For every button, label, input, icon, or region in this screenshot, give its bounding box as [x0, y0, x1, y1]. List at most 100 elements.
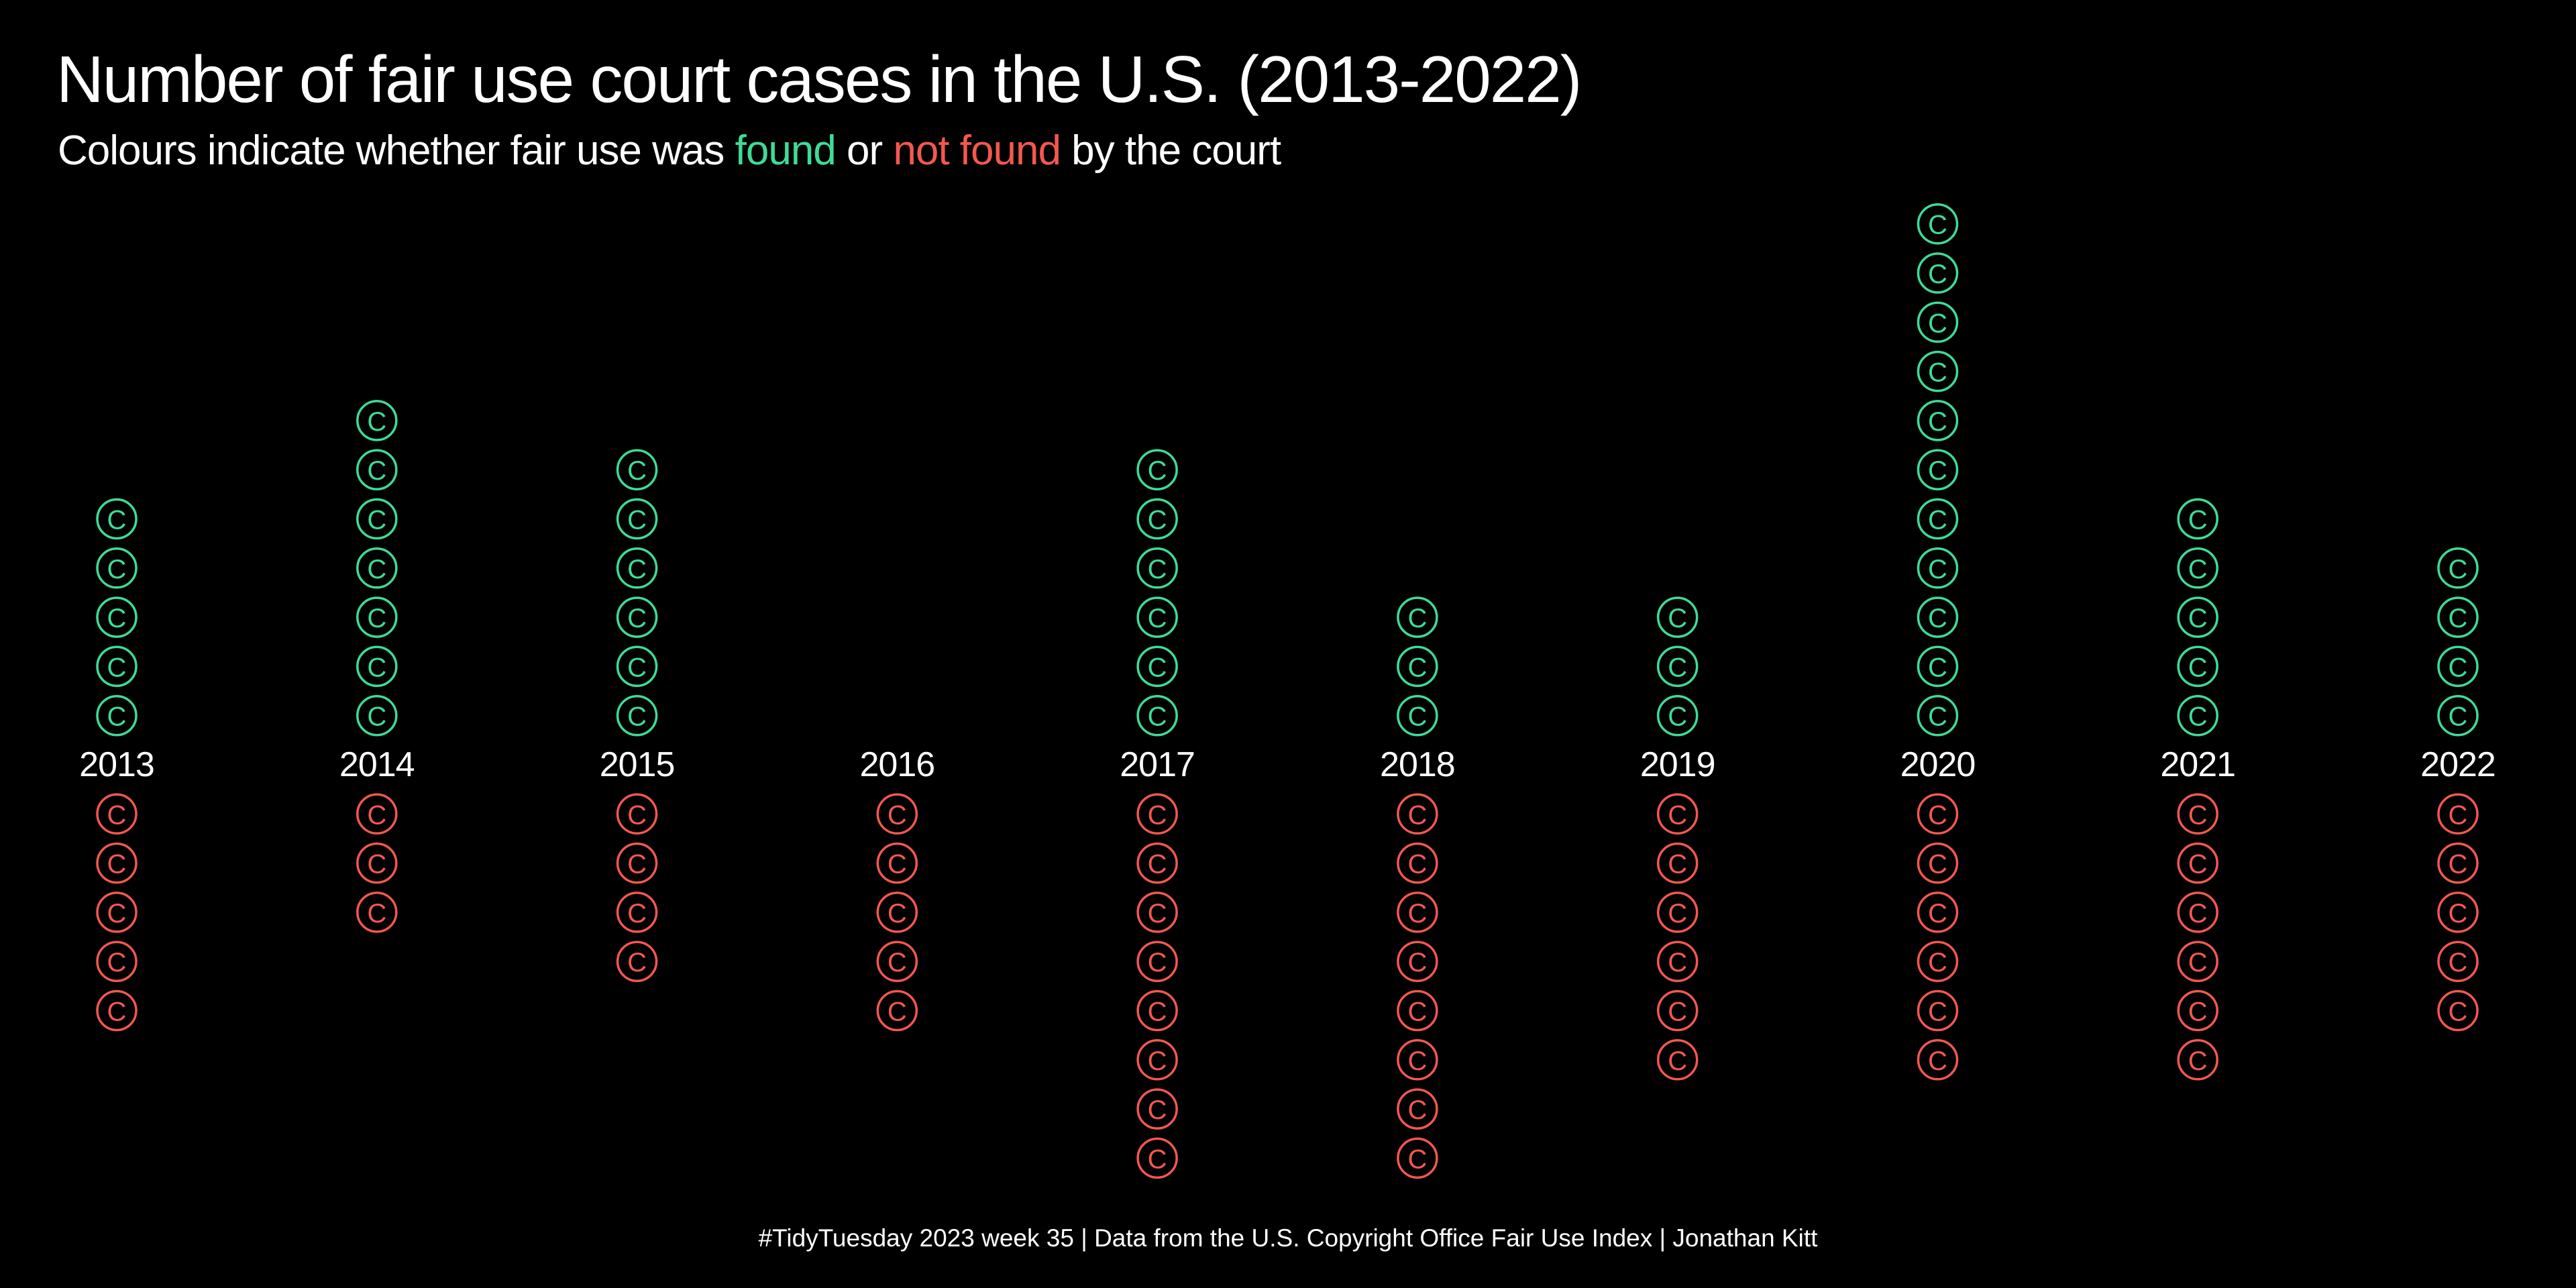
copyright-icon: [616, 941, 658, 982]
copyright-icon: [616, 498, 658, 540]
copyright-icon: [1397, 892, 1438, 933]
copyright-mark-found-2019-3: C: [1656, 596, 1699, 638]
copyright-icon: [356, 596, 398, 638]
copyright-letter: C: [1407, 899, 1427, 928]
copyright-mark-not-found-2022-3: C: [2437, 892, 2479, 933]
copyright-letter: C: [627, 604, 647, 633]
copyright-letter: C: [1407, 1046, 1427, 1076]
copyright-letter: C: [627, 506, 647, 535]
copyright-mark-found-2018-3: C: [1397, 596, 1438, 638]
copyright-mark-not-found-2018-4: C: [1397, 941, 1438, 982]
copyright-mark-found-2013-1: C: [96, 694, 138, 737]
copyright-mark-found-2015-4: C: [616, 547, 658, 589]
copyright-mark-not-found-2017-3: C: [1136, 892, 1178, 933]
copyright-letter: C: [2449, 899, 2468, 928]
subtitle-or: or: [835, 127, 894, 174]
copyright-letter: C: [2188, 506, 2208, 535]
copyright-letter: C: [107, 850, 127, 879]
copyright-icon: [1917, 842, 1959, 884]
copyright-mark-not-found-2019-5: C: [1656, 989, 1699, 1032]
copyright-letter: C: [888, 850, 907, 879]
copyright-letter: C: [1668, 800, 1687, 830]
copyright-letter: C: [2188, 604, 2208, 633]
copyright-mark-not-found-2017-8: C: [1136, 1137, 1178, 1179]
copyright-mark-not-found-2016-3: C: [876, 892, 918, 933]
copyright-letter: C: [2449, 702, 2468, 732]
copyright-icon: [1656, 793, 1699, 835]
copyright-letter: C: [367, 800, 386, 830]
copyright-letter: C: [2188, 998, 2208, 1027]
copyright-icon: [616, 892, 658, 933]
copyright-letter: C: [1407, 998, 1427, 1027]
copyright-mark-found-2021-3: C: [2177, 596, 2218, 638]
copyright-icon: [1656, 892, 1699, 933]
copyright-mark-not-found-2020-3: C: [1917, 892, 1959, 933]
copyright-letter: C: [1928, 653, 1947, 682]
copyright-icon: [96, 498, 138, 540]
copyright-mark-not-found-2014-3: C: [356, 892, 398, 933]
copyright-icon: [96, 892, 138, 933]
copyright-mark-found-2014-5: C: [356, 498, 398, 540]
year-label-2015: 2015: [600, 745, 675, 784]
copyright-mark-not-found-2021-2: C: [2177, 842, 2218, 884]
copyright-icon: [876, 989, 918, 1032]
copyright-letter: C: [107, 800, 127, 830]
copyright-mark-not-found-2013-3: C: [96, 892, 138, 933]
copyright-mark-found-2020-9: C: [1917, 301, 1959, 343]
copyright-mark-found-2021-1: C: [2177, 694, 2218, 737]
copyright-letter: C: [1148, 948, 1167, 977]
copyright-icon: [2177, 1039, 2218, 1081]
copyright-mark-not-found-2017-2: C: [1136, 842, 1178, 884]
copyright-mark-found-2013-3: C: [96, 596, 138, 638]
copyright-icon: [356, 793, 398, 835]
copyright-letter: C: [2188, 702, 2208, 732]
copyright-mark-found-2022-4: C: [2437, 547, 2479, 589]
copyright-mark-found-2014-1: C: [356, 694, 398, 737]
copyright-icon: [1917, 203, 1959, 245]
copyright-mark-found-2018-2: C: [1397, 645, 1438, 688]
subtitle-suffix: by the court: [1060, 127, 1281, 174]
copyright-letter: C: [1407, 850, 1427, 879]
copyright-letter: C: [1407, 1095, 1427, 1125]
copyright-icon: [2177, 498, 2218, 540]
copyright-icon: [1656, 694, 1699, 737]
copyright-mark-not-found-2019-6: C: [1656, 1039, 1699, 1081]
copyright-icon: [2177, 793, 2218, 835]
copyright-mark-found-2019-2: C: [1656, 645, 1699, 688]
copyright-icon: [1397, 1039, 1438, 1081]
copyright-icon: [1917, 645, 1959, 688]
copyright-mark-not-found-2015-3: C: [616, 892, 658, 933]
copyright-letter: C: [2188, 555, 2208, 584]
copyright-mark-not-found-2021-3: C: [2177, 892, 2218, 933]
copyright-mark-not-found-2021-5: C: [2177, 989, 2218, 1032]
copyright-mark-not-found-2019-2: C: [1656, 842, 1699, 884]
subtitle-prefix: Colours indicate whether fair use was: [58, 127, 735, 174]
copyright-icon: [616, 547, 658, 589]
copyright-icon: [1917, 892, 1959, 933]
copyright-icon: [876, 892, 918, 933]
copyright-icon: [1656, 645, 1699, 688]
copyright-icon: [96, 645, 138, 688]
copyright-mark-not-found-2014-2: C: [356, 842, 398, 884]
copyright-icon: [1136, 498, 1178, 540]
copyright-letter: C: [627, 800, 647, 830]
copyright-mark-found-2020-7: C: [1917, 400, 1959, 441]
copyright-mark-not-found-2018-8: C: [1397, 1137, 1438, 1179]
copyright-letter: C: [1148, 1095, 1167, 1125]
copyright-letter: C: [1928, 1046, 1947, 1076]
copyright-letter: C: [1928, 702, 1947, 732]
copyright-icon: [876, 941, 918, 982]
copyright-mark-found-2022-3: C: [2437, 596, 2479, 638]
copyright-mark-not-found-2020-4: C: [1917, 941, 1959, 982]
copyright-letter: C: [367, 604, 386, 633]
copyright-letter: C: [1407, 653, 1427, 682]
copyright-icon: [356, 842, 398, 884]
copyright-letter: C: [367, 456, 386, 486]
copyright-letter: C: [107, 653, 127, 682]
copyright-icon: [2177, 547, 2218, 589]
copyright-letter: C: [627, 653, 647, 682]
copyright-mark-found-2017-1: C: [1136, 694, 1178, 737]
copyright-mark-not-found-2013-2: C: [96, 842, 138, 884]
copyright-mark-found-2015-5: C: [616, 498, 658, 540]
copyright-mark-not-found-2016-2: C: [876, 842, 918, 884]
